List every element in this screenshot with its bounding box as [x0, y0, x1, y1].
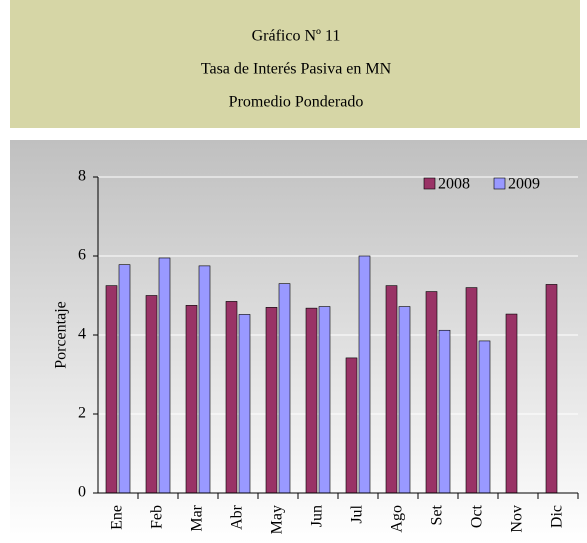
x-tick-label: May	[269, 505, 286, 534]
x-tick-label: Set	[429, 504, 446, 525]
legend-swatch	[493, 177, 506, 190]
bar	[198, 265, 211, 494]
bar	[278, 283, 291, 494]
bar	[465, 287, 478, 494]
x-tick-label: Abr	[229, 504, 246, 530]
bar	[225, 301, 238, 494]
bar	[545, 284, 558, 494]
x-tick-label: Ago	[389, 505, 406, 533]
bar	[438, 329, 451, 494]
y-axis-label: Porcentaje	[53, 301, 70, 369]
title-line: Tasa de Interés Pasiva en MN	[201, 61, 392, 78]
x-tick-label: Jun	[309, 505, 326, 527]
plot-background	[10, 140, 587, 543]
title-line: Gráfico Nº 11	[252, 28, 341, 45]
legend-swatch	[423, 177, 436, 190]
bar	[105, 285, 118, 494]
y-tick-label: 8	[78, 168, 86, 185]
bar	[318, 306, 331, 494]
y-tick-label: 4	[78, 326, 86, 343]
bar	[505, 313, 518, 494]
bar	[478, 340, 491, 494]
bar	[238, 314, 251, 494]
x-tick-label: Jul	[349, 504, 366, 523]
bar	[345, 357, 358, 494]
title-line: Promedio Ponderado	[229, 94, 364, 111]
bar	[305, 307, 318, 494]
x-tick-label: Feb	[149, 505, 166, 529]
x-tick-label: Mar	[189, 504, 206, 531]
bar	[385, 285, 398, 494]
bar	[158, 257, 171, 494]
y-tick-label: 0	[78, 484, 86, 501]
header-box	[10, 0, 580, 128]
x-tick-label: Dic	[549, 505, 566, 528]
bar	[265, 307, 278, 494]
bar	[358, 255, 371, 494]
x-tick-label: Nov	[509, 505, 526, 533]
y-tick-label: 6	[78, 247, 86, 264]
legend-label: 2009	[508, 176, 540, 193]
bar	[118, 264, 131, 494]
y-tick-label: 2	[78, 405, 86, 422]
legend-label: 2008	[438, 176, 470, 193]
x-tick-label: Ene	[109, 505, 126, 530]
bar	[185, 305, 198, 494]
bar	[145, 295, 158, 494]
bar	[398, 306, 411, 494]
x-tick-label: Oct	[469, 504, 486, 528]
bar	[425, 291, 438, 494]
